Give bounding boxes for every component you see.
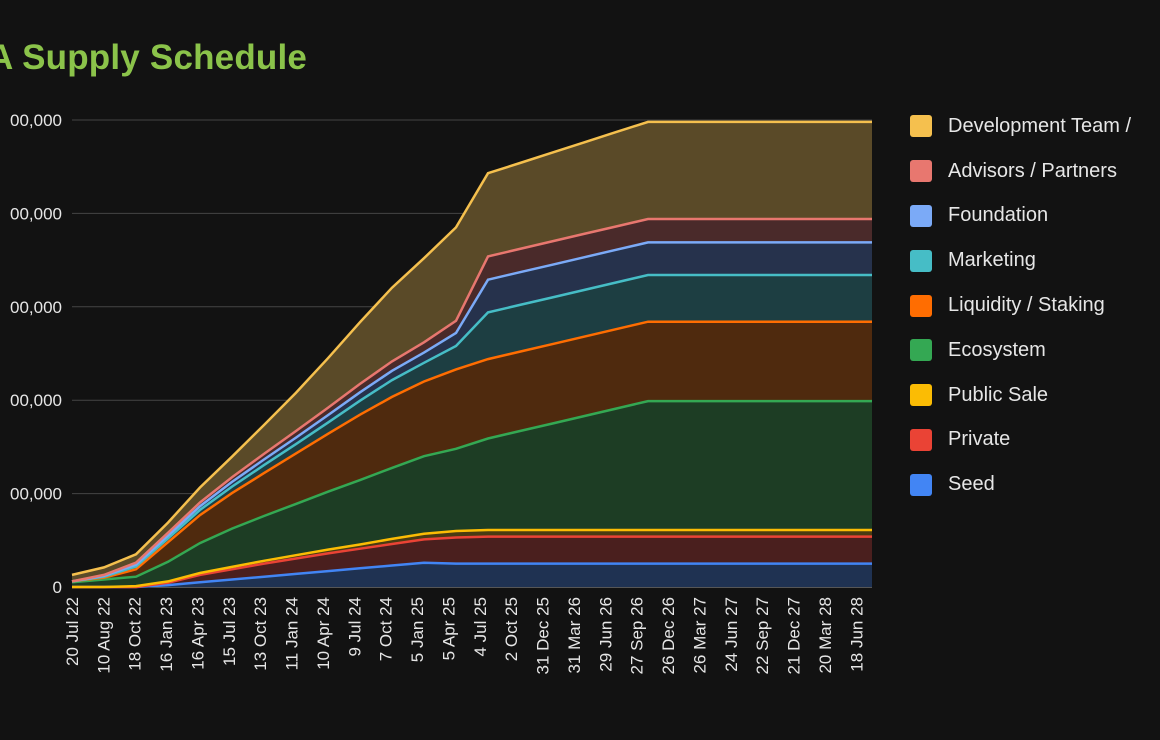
line-liquidity-staking [71,320,872,583]
legend-swatch [910,160,932,183]
x-tick-label: 4 Jul 25 [471,597,490,657]
y-tick-label: 0 [53,578,62,597]
y-tick-label: 00,000 [10,391,62,410]
x-tick-label: 26 Dec 26 [659,597,678,675]
legend-swatch [910,249,932,272]
legend-item[interactable]: Ecosystem [910,328,1131,373]
legend-item[interactable]: Marketing [910,238,1131,283]
area-ecosystem [72,401,872,587]
area-liquidity-staking [72,321,872,583]
x-tick-label: 15 Jul 23 [220,597,239,666]
line-seed [72,561,872,589]
legend-swatch [910,473,932,496]
x-tick-label: 18 Oct 22 [126,597,145,671]
x-tick-label: 13 Oct 23 [251,597,270,671]
legend: Development Team / Advisors / Partners Fou… [910,104,1131,507]
y-tick-label: 00,000 [10,298,62,317]
x-tick-label: 20 Mar 28 [816,597,835,674]
x-axis-ticks: 20 Jul 22 10 Aug 22 18 Oct 22 16 Jan 23 16 A… [63,597,866,675]
area-advisors-partners [72,219,872,582]
series-lines [71,120,872,589]
legend-label: Foundation [948,204,1049,227]
area-marketing [72,275,872,582]
legend-label: Public Sale [948,383,1049,406]
x-tick-label: 7 Oct 24 [377,597,396,661]
x-tick-label: 16 Jan 23 [157,597,176,672]
legend-item[interactable]: Private [910,418,1131,463]
x-tick-label: 5 Jan 25 [408,597,427,662]
x-tick-label: 2 Oct 25 [502,597,521,661]
area-seed [72,562,872,587]
line-public-sale [72,528,872,589]
legend-label: Seed [948,473,995,496]
line-foundation [71,241,872,583]
series-areas [72,121,872,587]
legend-label: Development Team / [948,114,1132,137]
legend-label: Marketing [948,249,1036,272]
legend-swatch [910,294,932,317]
x-tick-label: 31 Dec 25 [534,597,553,675]
x-tick-label: 27 Sep 26 [628,597,647,675]
x-tick-label: 29 Jun 26 [596,597,615,672]
chart-title: A Supply Schedule [0,38,308,77]
legend-item[interactable]: Public Sale [910,373,1131,418]
x-tick-label: 16 Apr 23 [189,597,208,670]
legend-swatch [910,339,932,362]
legend-item[interactable]: Liquidity / Staking [910,283,1131,328]
y-tick-label: 00,000 [10,204,62,223]
legend-item[interactable]: Seed [910,462,1131,507]
area-private [72,536,872,587]
x-tick-label: 20 Jul 22 [63,597,82,666]
x-tick-label: 26 Mar 27 [691,597,710,674]
legend-swatch [910,115,932,138]
legend-label: Liquidity / Staking [948,294,1105,317]
x-tick-label: 10 Aug 22 [94,597,113,674]
legend-item[interactable]: Foundation [910,194,1131,239]
legend-swatch [910,384,932,407]
line-development-team [71,120,872,577]
legend-label: Advisors / Partners [948,159,1117,182]
x-tick-label: 22 Sep 27 [753,597,772,675]
y-axis-ticks: 0 00,000 00,000 00,000 00,000 00,000 [10,111,62,597]
line-advisors-partners [71,217,872,583]
x-tick-label: 24 Jun 27 [722,597,741,672]
legend-item[interactable]: Advisors / Partners [910,149,1131,194]
legend-item[interactable]: Development Team / [910,104,1131,149]
legend-swatch [910,428,932,451]
line-private [72,535,872,589]
x-tick-label: 10 Apr 24 [314,597,333,670]
x-tick-label: 18 Jun 28 [847,597,866,672]
area-foundation [72,242,872,582]
line-marketing [71,273,872,583]
x-tick-label: 21 Dec 27 [785,597,804,675]
legend-label: Ecosystem [948,338,1046,361]
x-tick-label: 31 Mar 26 [565,597,584,674]
legend-swatch [910,204,932,227]
x-tick-label: 11 Jan 24 [283,597,302,670]
x-tick-label: 9 Jul 24 [345,597,364,657]
y-tick-label: 00,000 [10,485,62,504]
legend-label: Private [948,428,1011,451]
x-tick-label: 5 Apr 25 [440,597,459,660]
y-tick-label: 00,000 [10,111,62,130]
line-ecosystem [71,399,872,584]
area-development-team [72,121,872,582]
